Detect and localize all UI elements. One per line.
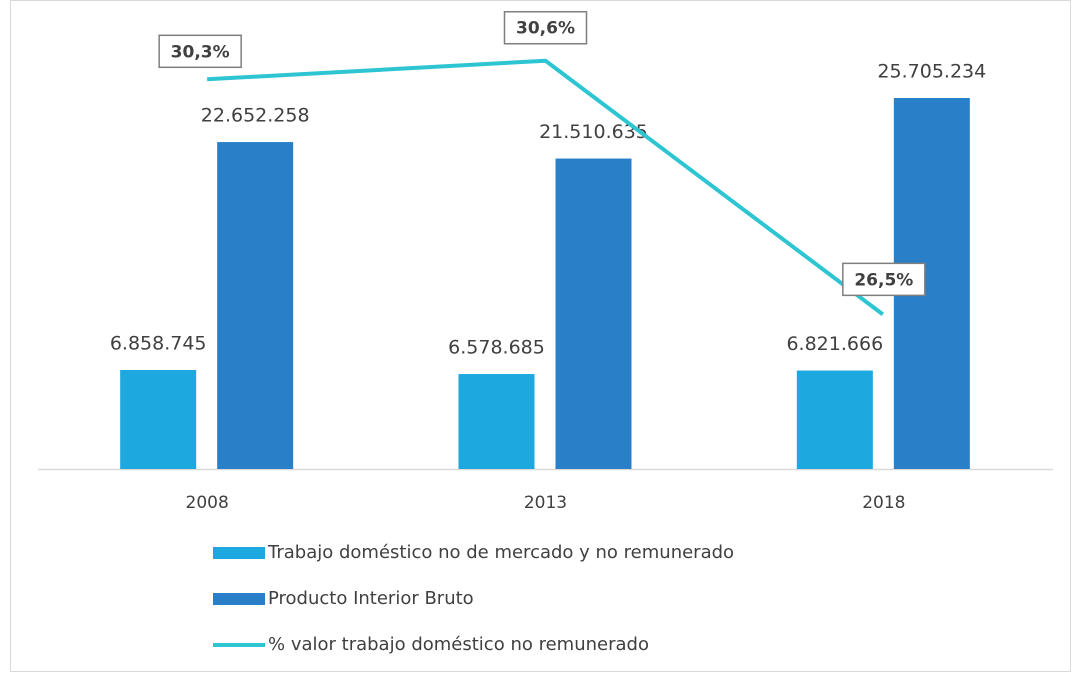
- bar-value-label: 6.578.685: [448, 337, 545, 359]
- value-label-box: [842, 262, 926, 297]
- bar-value-label: 22.652.258: [201, 105, 310, 127]
- chart-frame: [10, 0, 1071, 672]
- bar-value-label: 21.510.635: [539, 121, 648, 143]
- legend-swatch: [213, 593, 265, 605]
- bar: [458, 374, 535, 469]
- legend-swatch: [213, 547, 265, 559]
- bar: [120, 370, 197, 469]
- bar-value-label: 25.705.234: [877, 60, 986, 82]
- value-label-box: [158, 34, 242, 69]
- x-tick-label: 2018: [862, 493, 905, 513]
- line-value-label: 26,5%: [854, 270, 913, 290]
- legend-label: % valor trabajo doméstico no remunerado: [268, 634, 649, 655]
- x-tick-label: 2008: [186, 493, 229, 513]
- legend-label: Producto Interior Bruto: [268, 588, 474, 609]
- value-label-box: [503, 10, 588, 45]
- bar-value-label: 6.858.745: [110, 333, 207, 355]
- bar: [796, 370, 873, 469]
- bar-value-label: 6.821.666: [786, 333, 883, 355]
- bar: [217, 142, 294, 469]
- bar: [555, 158, 632, 469]
- x-tick-label: 2013: [524, 493, 567, 513]
- legend-label: Trabajo doméstico no de mercado y no rem…: [267, 542, 734, 563]
- line-series: [207, 58, 885, 316]
- line-value-label: 30,3%: [171, 42, 230, 62]
- line-value-label: 30,6%: [516, 19, 575, 39]
